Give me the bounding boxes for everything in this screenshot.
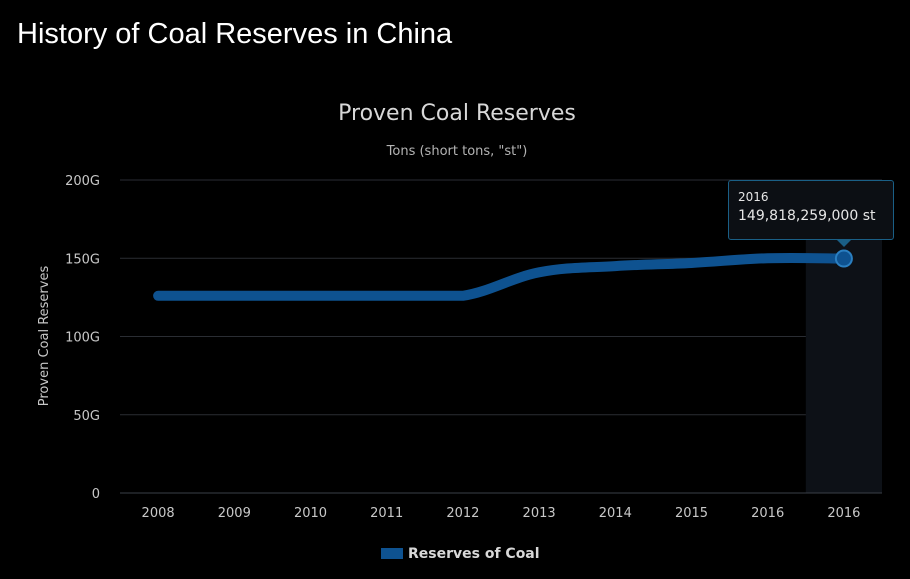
chart-title: Proven Coal Reserves [338, 101, 576, 126]
x-tick-label: 2016 [827, 506, 860, 521]
y-axis-label: Proven Coal Reserves [37, 266, 52, 407]
y-tick-label: 150G [65, 252, 100, 267]
x-tick-label: 2008 [142, 506, 175, 521]
tooltip: 2016 149,818,259,000 st [728, 180, 894, 247]
legend-swatch [381, 548, 403, 559]
tooltip-x: 2016 [738, 190, 769, 204]
chart-subtitle: Tons (short tons, "st") [386, 144, 528, 159]
x-axis: 2008 2009 2010 2011 2012 2013 2014 2015 2016 2016 [120, 492, 882, 521]
x-tick-label: 2009 [218, 506, 251, 521]
x-tick-label: 2010 [294, 506, 327, 521]
page-heading: History of Coal Reserves in China [17, 18, 453, 50]
x-tick-label: 2011 [370, 506, 403, 521]
highlighted-point [834, 249, 853, 268]
x-tick-label: 2015 [675, 506, 708, 521]
y-tick-label: 200G [65, 174, 100, 189]
series-layer [153, 249, 853, 301]
legend[interactable]: Reserves of Coal [381, 546, 540, 562]
x-tick-label: 2016 [751, 506, 784, 521]
y-tick-label: 50G [73, 409, 100, 424]
grid-layer: 0 50G 100G 150G 200G [65, 174, 882, 502]
legend-label: Reserves of Coal [408, 546, 540, 562]
x-tick-label: 2012 [446, 506, 479, 521]
x-tick-label: 2013 [523, 506, 556, 521]
y-tick-label: 0 [92, 487, 100, 502]
x-tick-label: 2014 [599, 506, 632, 521]
tooltip-value: 149,818,259,000 st [738, 208, 876, 224]
y-tick-label: 100G [65, 331, 100, 346]
series-line [153, 252, 849, 301]
